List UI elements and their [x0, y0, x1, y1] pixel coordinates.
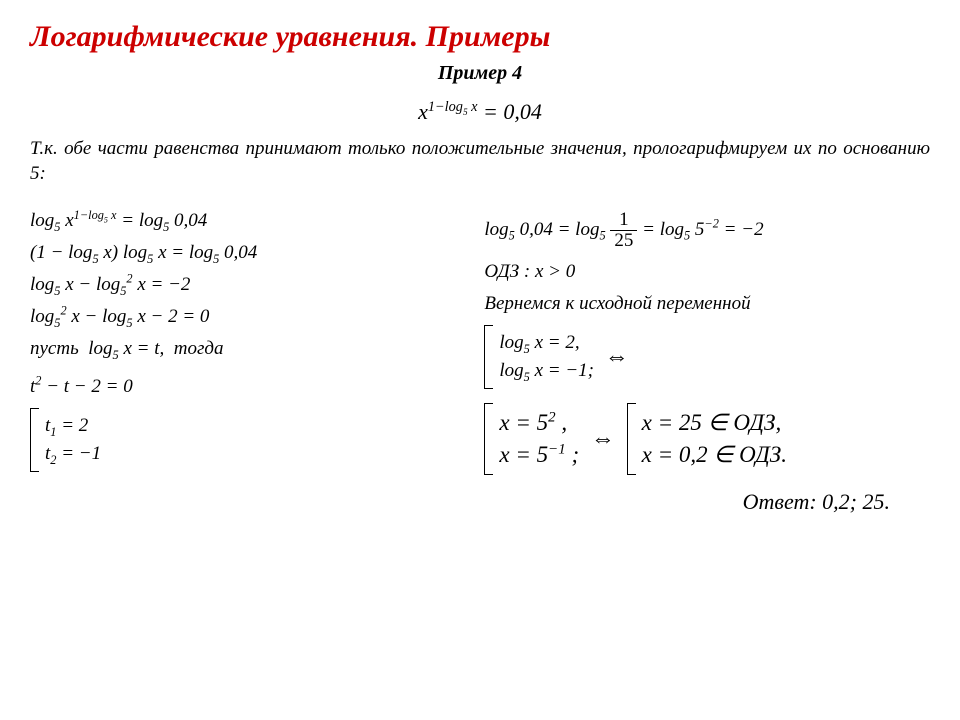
equiv-arrow-2: ⇔	[591, 426, 615, 452]
page-title: Логарифмические уравнения. Примеры	[30, 20, 930, 54]
eq-log-both-sides: log5 x1−log5 x = log5 0,04	[30, 210, 454, 232]
eq-expand: (1 − log5 x) log5 x = log5 0,04	[30, 242, 454, 264]
equation-columns: log5 x1−log5 x = log5 0,04 (1 − log5 x) …	[30, 200, 930, 515]
eq-simplify1: log5 x − log52 x = −2	[30, 274, 454, 296]
logx-eq-neg1: log5 x = −1;	[499, 357, 594, 385]
t2-root: t2 = −1	[45, 440, 101, 468]
right-column: log5 0,04 = log5 125 = log5 5−2 = −2 ОДЗ…	[484, 200, 930, 515]
back-sub-system: log5 x = 2, log5 x = −1; ⇔	[484, 325, 930, 389]
eq-quadratic-t: t2 − t − 2 = 0	[30, 376, 454, 398]
eq-quadratic-log: log52 x − log5 x − 2 = 0	[30, 306, 454, 328]
eq-rhs-eval: log5 0,04 = log5 125 = log5 5−2 = −2	[484, 210, 930, 251]
return-text: Вернемся к исходной переменной	[484, 293, 930, 315]
t1-root: t1 = 2	[45, 412, 101, 440]
odz: ОДЗ : x > 0	[484, 261, 930, 283]
x-02-odz: x = 0,2 ∈ ОДЗ.	[642, 439, 787, 471]
example-number: Пример 4	[30, 62, 930, 85]
eq-substitution: пусть log5 x = t, тогда	[30, 338, 454, 360]
equiv-arrow-1: ⇔	[605, 344, 629, 370]
x-25-odz: x = 25 ∈ ОДЗ,	[642, 407, 787, 439]
answer-line: Ответ: 0,2; 25.	[484, 489, 930, 515]
explanation-text: Т.к. обе части равенства принимают тольк…	[30, 137, 930, 186]
then-label: тогда	[174, 338, 224, 359]
main-equation: x1−log5 x = 0,04	[30, 99, 930, 125]
x-eq-5negl: x = 5−1 ;	[499, 439, 579, 471]
x-solution-systems: x = 52 , x = 5−1 ; ⇔ x = 25 ∈ ОДЗ, x = 0…	[484, 403, 930, 475]
let-label: пусть	[30, 338, 79, 359]
t-roots-system: t1 = 2 t2 = −1	[30, 408, 454, 472]
x-eq-5sq: x = 52 ,	[499, 407, 579, 439]
logx-eq-2: log5 x = 2,	[499, 329, 594, 357]
left-column: log5 x1−log5 x = log5 0,04 (1 − log5 x) …	[30, 200, 454, 515]
